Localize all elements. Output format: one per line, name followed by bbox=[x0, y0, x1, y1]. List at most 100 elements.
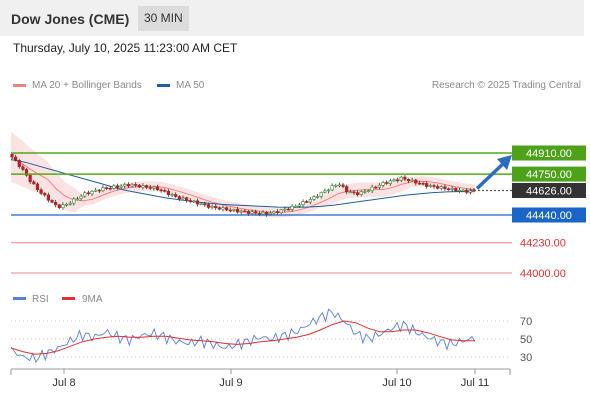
candle-body bbox=[185, 197, 189, 201]
rsi-tick-label: 50 bbox=[520, 334, 532, 346]
candle-body bbox=[461, 189, 465, 192]
rsi-line bbox=[10, 308, 476, 364]
candle-body bbox=[32, 181, 36, 185]
candle-body bbox=[308, 199, 312, 203]
candle-body bbox=[126, 184, 131, 187]
candle-body bbox=[119, 185, 123, 188]
candle-body bbox=[323, 190, 327, 193]
candle-body bbox=[163, 190, 167, 192]
candle-body bbox=[279, 209, 283, 213]
candle-body bbox=[144, 185, 149, 188]
rsi-swatch bbox=[13, 297, 26, 300]
candle-body bbox=[14, 156, 18, 161]
candle-body bbox=[54, 201, 58, 206]
rsi-tick-label: 30 bbox=[520, 352, 532, 364]
candle-body bbox=[90, 191, 94, 195]
legend-ma50-label: MA 50 bbox=[176, 80, 205, 91]
candle-body bbox=[50, 199, 54, 203]
candle-body bbox=[290, 205, 294, 210]
candle-body bbox=[86, 192, 90, 195]
candle-body bbox=[366, 190, 371, 193]
candle-body bbox=[374, 186, 378, 189]
last-price-label-bg bbox=[512, 182, 586, 198]
rsi-ma-swatch bbox=[62, 297, 75, 300]
x-tick-label: Jul 8 bbox=[52, 377, 75, 389]
candle-body bbox=[57, 204, 61, 208]
candle-body bbox=[152, 186, 156, 189]
support-label-bg bbox=[512, 207, 586, 223]
candle-body bbox=[436, 186, 440, 189]
candle-body bbox=[275, 211, 280, 213]
candle-body bbox=[257, 212, 261, 215]
candle-body bbox=[326, 189, 331, 192]
candle-body bbox=[439, 186, 443, 189]
ma20-line bbox=[10, 156, 476, 214]
candle-body bbox=[450, 187, 454, 190]
candle-body bbox=[214, 206, 218, 209]
lower-level-label: 44230.00 bbox=[520, 238, 566, 250]
candle-body bbox=[454, 187, 458, 192]
candle-body bbox=[10, 154, 14, 158]
candle-body bbox=[28, 174, 32, 183]
candle-body bbox=[334, 184, 338, 187]
candle-body bbox=[465, 189, 469, 193]
resistance-label: 44750.00 bbox=[526, 169, 572, 181]
candle-body bbox=[410, 179, 414, 182]
candle-body bbox=[428, 185, 432, 187]
candle-body bbox=[352, 191, 356, 194]
rsi-legend-label: RSI bbox=[32, 294, 49, 305]
candle-body bbox=[195, 200, 200, 205]
candle-body bbox=[112, 185, 116, 189]
candle-body bbox=[301, 201, 305, 206]
candle-body bbox=[39, 189, 43, 194]
candle-body bbox=[330, 185, 334, 191]
candle-body bbox=[406, 178, 411, 182]
candle-body bbox=[359, 191, 363, 195]
forecast-arrow-shaft bbox=[475, 159, 508, 190]
candle-body bbox=[130, 184, 134, 187]
legend-ma50: MA 50 bbox=[157, 80, 204, 91]
candle-body bbox=[286, 208, 291, 211]
candle-body bbox=[97, 189, 101, 192]
candle-body bbox=[24, 169, 29, 176]
candle-body bbox=[192, 200, 196, 203]
timestamp: Thursday, July 10, 2025 11:23:00 AM CET bbox=[13, 41, 238, 55]
candle-body bbox=[377, 184, 382, 188]
candle-body bbox=[388, 180, 392, 184]
candle-body bbox=[297, 204, 301, 207]
support-label: 44440.00 bbox=[526, 210, 572, 222]
candle-body bbox=[203, 203, 207, 206]
candle-body bbox=[261, 212, 265, 215]
candle-body bbox=[104, 187, 109, 189]
candle-body bbox=[403, 176, 407, 180]
candle-body bbox=[457, 189, 462, 192]
legend-bb: MA 20 + Bollinger Bands bbox=[13, 80, 142, 91]
candle-body bbox=[155, 186, 160, 191]
candle-body bbox=[141, 185, 145, 188]
candle-body bbox=[177, 196, 181, 200]
candle-body bbox=[399, 176, 403, 181]
bb-swatch bbox=[13, 84, 26, 87]
candle-body bbox=[188, 200, 192, 202]
candle-body bbox=[43, 193, 47, 196]
candle-body bbox=[94, 189, 98, 192]
candle-body bbox=[294, 205, 298, 208]
rsi-ma-legend-label: 9MA bbox=[82, 294, 103, 305]
candle-body bbox=[199, 203, 203, 206]
x-tick-label: Jul 11 bbox=[461, 377, 490, 389]
candle-body bbox=[61, 204, 65, 208]
candle-body bbox=[265, 212, 269, 215]
candle-body bbox=[206, 204, 211, 208]
candle-body bbox=[341, 184, 345, 187]
candle-body bbox=[35, 183, 40, 191]
candle-body bbox=[68, 202, 72, 205]
candle-body bbox=[21, 166, 25, 170]
candle-body bbox=[134, 184, 138, 186]
resistance-label-bg bbox=[512, 166, 586, 182]
candle-body bbox=[72, 198, 76, 204]
bollinger-band bbox=[11, 131, 475, 218]
legend-bb-label: MA 20 + Bollinger Bands bbox=[32, 80, 142, 91]
candle-body bbox=[392, 179, 396, 182]
rsi-tick-label: 70 bbox=[520, 316, 532, 328]
timeframe-badge[interactable]: 30 MIN bbox=[138, 6, 189, 31]
